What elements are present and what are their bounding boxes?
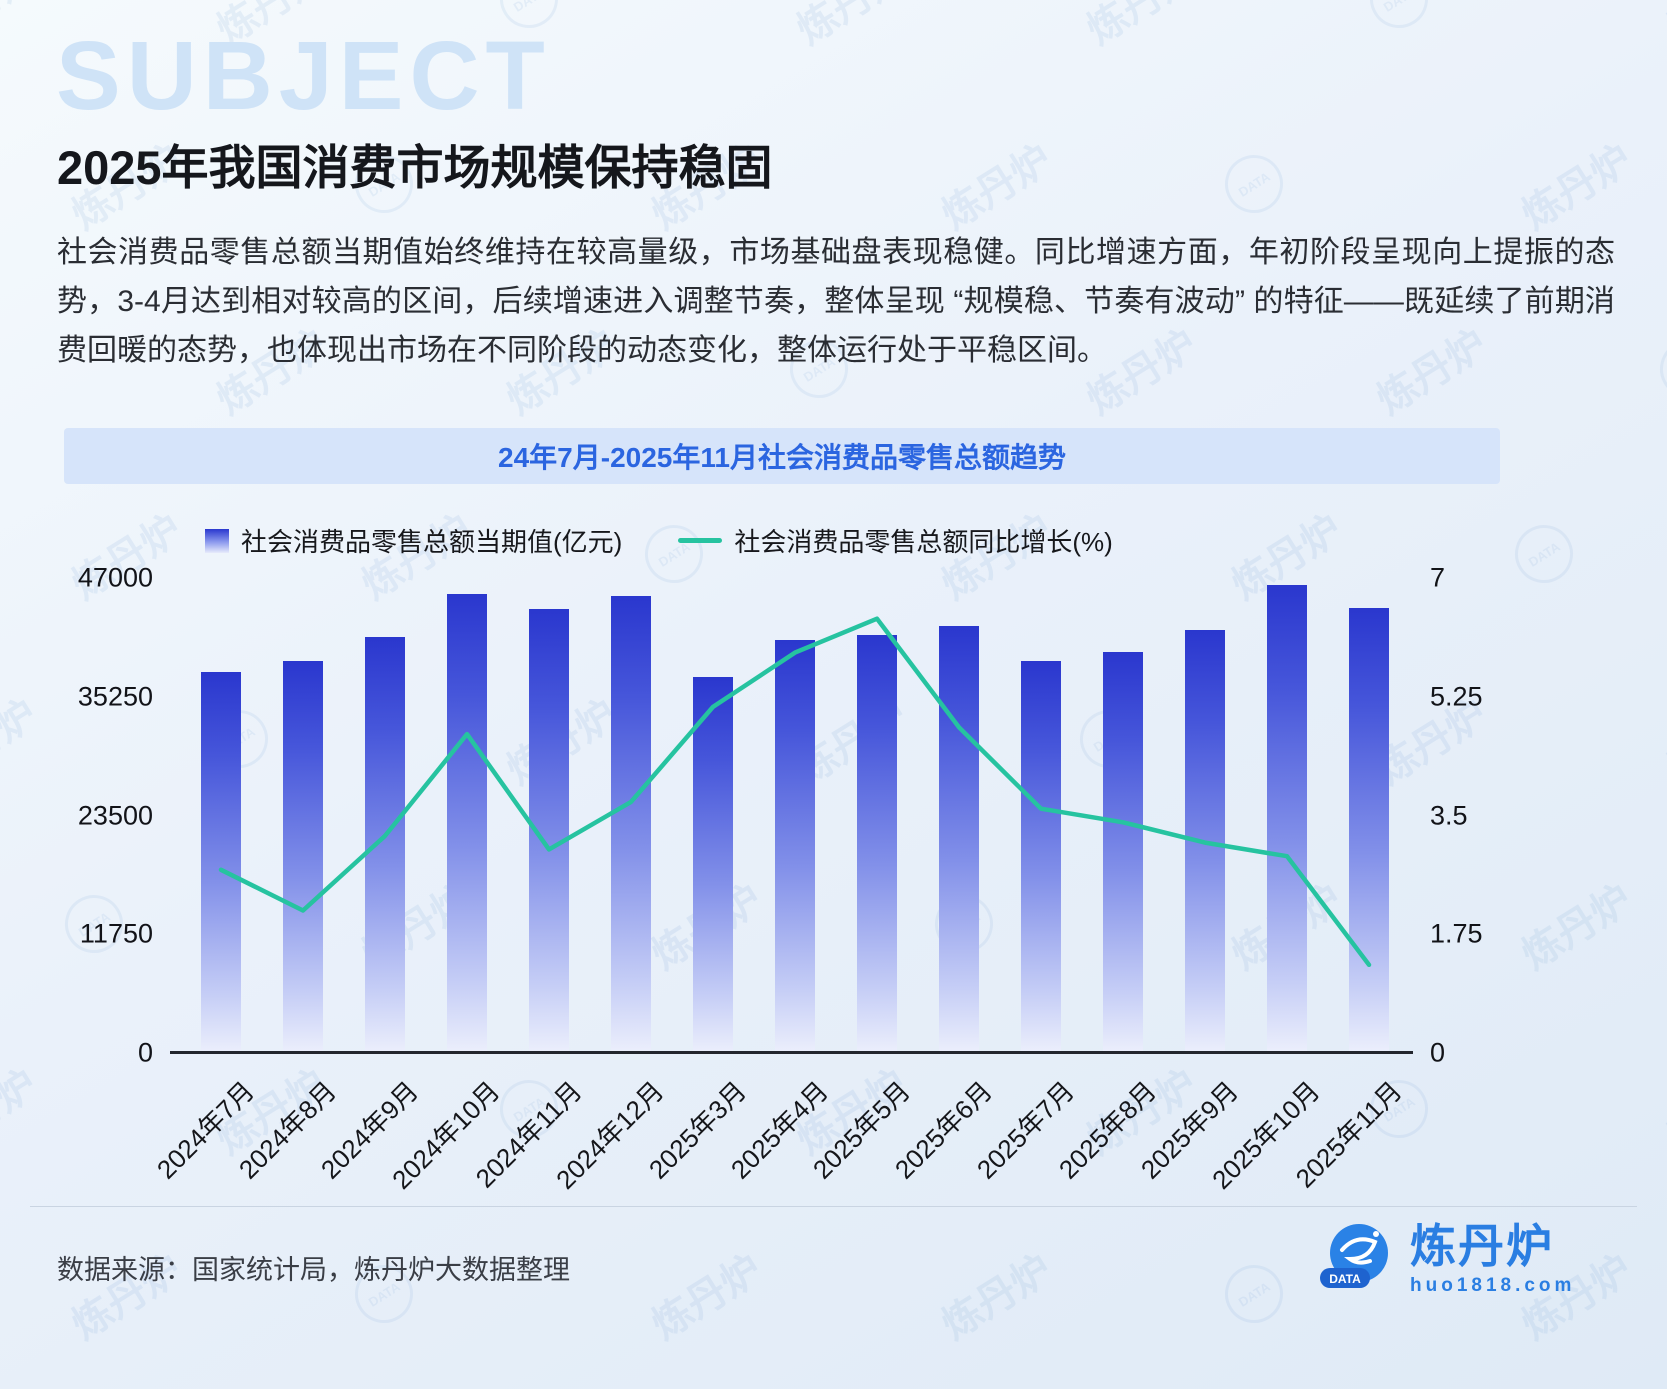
- x-axis-label: 2025年9月: [1134, 1075, 1244, 1185]
- watermark-text: 炼丹炉: [789, 1061, 915, 1163]
- x-axis-label: 2025年7月: [970, 1075, 1080, 1185]
- watermark-logo-icon: DATA: [1359, 0, 1439, 39]
- watermark-text: 炼丹炉: [1079, 0, 1205, 53]
- watermark-logo-icon: DATA: [1649, 329, 1667, 409]
- x-axis-label: 2025年5月: [806, 1075, 916, 1185]
- bar-2025年8月: [1103, 651, 1143, 1053]
- line-series: [218, 616, 1372, 968]
- line-path: [218, 616, 1372, 968]
- watermark-text: 炼丹炉: [1659, 1061, 1667, 1163]
- y-axis-tick-label: 35250: [77, 681, 153, 712]
- line-series-swatch: [678, 538, 723, 543]
- x-axis-label: 2025年10月: [1206, 1075, 1326, 1195]
- bar-2025年4月: [775, 639, 815, 1053]
- ghost-subject-text: SUBJECT: [56, 21, 551, 130]
- y-axis-tick-label: 5.25: [1430, 681, 1483, 712]
- watermark-text: 炼丹炉: [1079, 1061, 1205, 1163]
- bar-series-label: 社会消费品零售总额当期值(亿元): [241, 527, 623, 557]
- data-source-note: 数据来源：国家统计局，炼丹炉大数据整理: [57, 1255, 570, 1285]
- x-axis-baseline: [170, 1051, 1413, 1054]
- brand-text: 炼丹炉 huo1818.com: [1410, 1220, 1575, 1297]
- bar-2025年5月: [857, 634, 897, 1053]
- bar-2025年10月: [1267, 585, 1307, 1053]
- y-axis-left: 47000 35250 23500 11750 0: [40, 563, 153, 1068]
- x-axis-label: 2025年11月: [1289, 1075, 1408, 1194]
- watermark-text: 炼丹炉: [789, 0, 915, 53]
- chart-title-banner: 24年7月-2025年11月社会消费品零售总额趋势: [64, 428, 1500, 484]
- watermark-text: 炼丹炉: [1659, 0, 1667, 53]
- x-axis-label: 2024年12月: [550, 1075, 670, 1195]
- brand-url: huo1818.com: [1410, 1275, 1576, 1296]
- page-title: 2025年我国消费市场规模保持稳固: [57, 141, 773, 195]
- watermark-text: 炼丹炉: [1514, 136, 1640, 238]
- watermark-text: 炼丹炉: [934, 1246, 1060, 1348]
- y-axis-tick-label: 7: [1430, 562, 1446, 593]
- x-axis-label: 2025年8月: [1052, 1075, 1162, 1185]
- x-axis-label: 2025年6月: [888, 1075, 998, 1185]
- bar-2025年7月: [1021, 660, 1061, 1053]
- x-axis-label: 2024年8月: [232, 1075, 342, 1185]
- x-axis-label: 2024年7月: [150, 1075, 260, 1185]
- y-axis-tick-label: 11750: [79, 918, 153, 949]
- bar-2024年10月: [447, 594, 487, 1053]
- x-axis-label: 2024年9月: [314, 1075, 424, 1185]
- y-axis-tick-label: 3.5: [1430, 800, 1468, 830]
- brand-badge-label: DATA: [1329, 1272, 1361, 1286]
- watermark-logo-icon: DATA: [489, 1069, 569, 1149]
- bar-2024年7月: [201, 672, 241, 1053]
- x-axis-label: 2025年4月: [724, 1075, 834, 1185]
- brand-name: 炼丹炉: [1410, 1220, 1554, 1272]
- bar-2025年6月: [939, 625, 979, 1053]
- x-axis-label: 2024年10月: [386, 1075, 506, 1195]
- bar-2024年9月: [365, 636, 405, 1053]
- footer-divider: [30, 1206, 1637, 1207]
- brand-cauldron-icon: DATA: [1320, 1224, 1388, 1288]
- watermark-text: 炼丹炉: [644, 1246, 770, 1348]
- bar-2025年11月: [1349, 608, 1389, 1053]
- watermark-text: 炼丹炉: [0, 1061, 45, 1163]
- y-axis-tick-label: 0: [137, 1037, 153, 1068]
- intro-paragraph: 社会消费品零售总额当期值始终维持在较高量级，市场基础盘表现稳健。同比增速方面，年…: [57, 236, 1615, 367]
- bar-2024年12月: [611, 596, 651, 1053]
- watermark-logo-icon: DATA: [1214, 1254, 1294, 1334]
- watermark-logo-icon: DATA: [1359, 1069, 1439, 1149]
- y-axis-tick-label: 1.75: [1430, 918, 1483, 949]
- x-axis-label: 2025年3月: [642, 1075, 752, 1185]
- legend-item-bar-series: 社会消费品零售总额当期值(亿元): [205, 522, 622, 559]
- legend-item-line-series: 社会消费品零售总额同比增长(%): [678, 522, 1113, 559]
- y-axis-tick-label: 47000: [77, 562, 153, 593]
- watermark-text: 炼丹炉: [1659, 691, 1667, 793]
- plot-area: [180, 578, 1410, 1053]
- chart-legend: 社会消费品零售总额当期值(亿元) 社会消费品零售总额同比增长(%): [205, 522, 1113, 559]
- y-axis-right: 7 5.25 3.5 1.75 0: [1430, 563, 1520, 1068]
- bar-series-swatch: [205, 528, 229, 553]
- y-axis-tick-label: 0: [1430, 1037, 1446, 1068]
- watermark-logo-icon: DATA: [1214, 144, 1294, 224]
- watermark-text: 炼丹炉: [209, 1061, 335, 1163]
- line-series-label: 社会消费品零售总额同比增长(%): [734, 527, 1113, 557]
- watermark-text: 炼丹炉: [0, 0, 45, 53]
- watermark-text: 炼丹炉: [934, 136, 1060, 238]
- bar-2024年8月: [283, 660, 323, 1053]
- watermark-text: 炼丹炉: [1514, 876, 1640, 978]
- y-axis-tick-label: 23500: [77, 800, 153, 830]
- x-axis-label: 2024年11月: [469, 1075, 588, 1194]
- bar-2025年3月: [693, 677, 733, 1053]
- brand-logo: DATA 炼丹炉 huo1818.com: [1318, 1220, 1575, 1298]
